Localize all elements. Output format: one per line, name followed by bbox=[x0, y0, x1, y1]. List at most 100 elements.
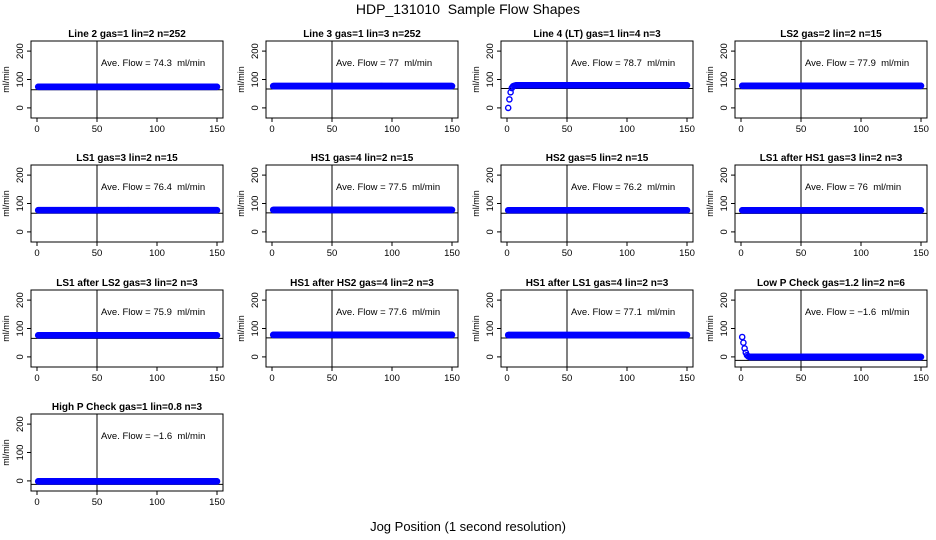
y-tick-label: 100 bbox=[15, 321, 26, 337]
x-tick-label: 100 bbox=[149, 373, 165, 384]
y-tick-label: 100 bbox=[15, 445, 26, 461]
chart-panel: Low P Check gas=1.2 lin=2 n=6 0 50 100 150 0 1… bbox=[705, 278, 929, 384]
panel-title: HS1 after LS1 gas=4 lin=2 n=3 bbox=[526, 278, 669, 289]
y-tick-label: 0 bbox=[719, 105, 730, 110]
data-point bbox=[448, 82, 456, 90]
chart-panel: LS2 gas=2 lin=2 n=15 0 50 100 150 0 100 200 ml/m… bbox=[705, 29, 929, 135]
chart-panel: Line 3 gas=1 lin=3 n=252 0 50 100 150 0 100 200… bbox=[236, 29, 460, 135]
plot-frame bbox=[30, 40, 224, 119]
plot-frame bbox=[734, 164, 928, 243]
panel-title: LS1 gas=3 lin=2 n=15 bbox=[76, 153, 178, 164]
x-tick-label: 150 bbox=[913, 248, 929, 259]
x-tick-label: 50 bbox=[92, 248, 103, 259]
x-tick-label: 50 bbox=[327, 248, 338, 259]
x-tick-label: 150 bbox=[209, 497, 225, 508]
x-tick-label: 0 bbox=[34, 124, 39, 135]
y-tick-label: 100 bbox=[719, 321, 730, 337]
y-tick-label: 200 bbox=[719, 43, 730, 59]
y-tick-label: 100 bbox=[15, 72, 26, 88]
y-tick-label: 0 bbox=[719, 354, 730, 359]
x-axis-title: Jog Position (1 second resolution) bbox=[370, 519, 566, 534]
x-tick-label: 50 bbox=[562, 248, 573, 259]
y-tick-label: 200 bbox=[719, 292, 730, 308]
x-tick-label: 50 bbox=[562, 124, 573, 135]
x-tick-label: 0 bbox=[269, 373, 274, 384]
x-tick-label: 100 bbox=[853, 373, 869, 384]
x-tick-label: 150 bbox=[913, 373, 929, 384]
plot-frame bbox=[500, 40, 694, 119]
x-tick-label: 100 bbox=[384, 124, 400, 135]
y-tick-label: 100 bbox=[485, 196, 496, 212]
y-tick-label: 200 bbox=[15, 167, 26, 183]
chart-panel: HS2 gas=5 lin=2 n=15 0 50 100 150 0 100 200 ml/m… bbox=[471, 153, 695, 259]
y-tick-label: 200 bbox=[15, 292, 26, 308]
x-tick-label: 50 bbox=[92, 497, 103, 508]
avg-flow-annotation: Ave. Flow = −1.6 ml/min bbox=[101, 431, 205, 442]
y-axis-label: ml/min bbox=[236, 315, 246, 342]
x-tick-label: 0 bbox=[34, 497, 39, 508]
y-tick-label: 0 bbox=[15, 229, 26, 234]
chart-panel: HS1 gas=4 lin=2 n=15 0 50 100 150 0 100 200 ml/m… bbox=[236, 153, 460, 259]
avg-flow-annotation: Ave. Flow = 77.9 ml/min bbox=[805, 58, 909, 69]
x-tick-label: 150 bbox=[209, 248, 225, 259]
x-tick-label: 150 bbox=[444, 373, 460, 384]
data-point bbox=[506, 96, 513, 103]
x-tick-label: 0 bbox=[504, 248, 509, 259]
avg-flow-annotation: Ave. Flow = 76 ml/min bbox=[805, 182, 901, 193]
x-tick-label: 50 bbox=[796, 124, 807, 135]
chart-panel: High P Check gas=1 lin=0.8 n=3 0 50 100 150 0… bbox=[1, 402, 225, 508]
y-tick-label: 0 bbox=[250, 105, 261, 110]
y-axis-label: ml/min bbox=[236, 190, 246, 217]
plot-frame bbox=[265, 289, 459, 368]
x-tick-label: 100 bbox=[384, 373, 400, 384]
avg-flow-annotation: Ave. Flow = 78.7 ml/min bbox=[571, 58, 675, 69]
x-tick-label: 50 bbox=[92, 373, 103, 384]
data-point bbox=[213, 206, 221, 214]
x-tick-label: 0 bbox=[738, 248, 743, 259]
plot-frame bbox=[734, 40, 928, 119]
y-axis-label: ml/min bbox=[471, 66, 481, 93]
x-tick-label: 0 bbox=[34, 248, 39, 259]
data-point bbox=[917, 82, 925, 90]
y-tick-label: 100 bbox=[15, 196, 26, 212]
data-point bbox=[504, 104, 512, 112]
data-point bbox=[448, 206, 456, 214]
x-tick-label: 0 bbox=[504, 373, 509, 384]
y-tick-label: 200 bbox=[485, 43, 496, 59]
avg-flow-annotation: Ave. Flow = 77 ml/min bbox=[336, 58, 432, 69]
plot-frame bbox=[265, 40, 459, 119]
data-point bbox=[213, 83, 221, 91]
y-tick-label: 0 bbox=[250, 229, 261, 234]
y-axis-label: ml/min bbox=[1, 66, 11, 93]
data-point bbox=[683, 206, 691, 214]
x-tick-label: 150 bbox=[679, 124, 695, 135]
panel-title: LS1 after HS1 gas=3 lin=2 n=3 bbox=[760, 153, 903, 164]
avg-flow-annotation: Ave. Flow = 75.9 ml/min bbox=[101, 307, 205, 318]
y-axis-label: ml/min bbox=[236, 66, 246, 93]
y-tick-label: 0 bbox=[15, 354, 26, 359]
y-tick-label: 200 bbox=[15, 416, 26, 432]
avg-flow-annotation: Ave. Flow = 76.4 ml/min bbox=[101, 182, 205, 193]
plot-frame bbox=[30, 164, 224, 243]
data-point bbox=[917, 353, 925, 361]
panel-title: High P Check gas=1 lin=0.8 n=3 bbox=[52, 402, 203, 413]
avg-flow-annotation: Ave. Flow = 76.2 ml/min bbox=[571, 182, 675, 193]
x-tick-label: 100 bbox=[853, 248, 869, 259]
data-point bbox=[738, 333, 746, 341]
y-tick-label: 100 bbox=[485, 321, 496, 337]
panel-title: LS1 after LS2 gas=3 lin=2 n=3 bbox=[56, 278, 198, 289]
y-tick-label: 0 bbox=[485, 354, 496, 359]
panel-title: HS1 gas=4 lin=2 n=15 bbox=[311, 153, 414, 164]
x-tick-label: 150 bbox=[444, 124, 460, 135]
x-tick-label: 0 bbox=[34, 373, 39, 384]
chart-panel: Line 4 (LT) gas=1 lin=4 n=3 0 50 100 150 0 100… bbox=[471, 29, 695, 135]
x-tick-label: 0 bbox=[269, 124, 274, 135]
x-tick-label: 100 bbox=[619, 248, 635, 259]
y-tick-label: 200 bbox=[15, 43, 26, 59]
y-tick-label: 0 bbox=[250, 354, 261, 359]
y-tick-label: 0 bbox=[15, 105, 26, 110]
x-tick-label: 0 bbox=[504, 124, 509, 135]
plot-frame bbox=[265, 164, 459, 243]
data-point bbox=[213, 478, 221, 485]
